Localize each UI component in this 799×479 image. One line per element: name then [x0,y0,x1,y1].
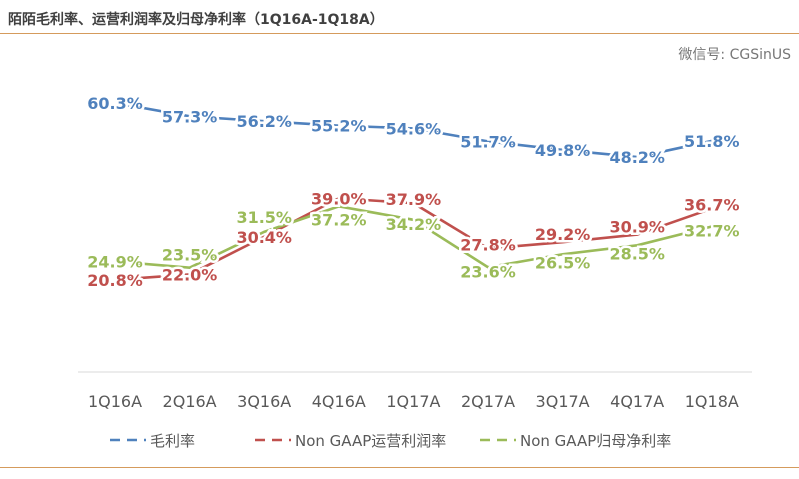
page-title: 陌陌毛利率、运营利润率及归母净利率（1Q16A-1Q18A） [8,12,384,28]
x-tick-label: 2Q17A [461,392,515,411]
data-label: 56.2% [236,112,292,131]
data-label: 37.9% [386,190,442,209]
data-label: 36.7% [684,196,740,215]
top-divider [0,33,799,34]
legend-label: Non GAAP归母净利率 [520,432,671,450]
x-tick-label: 3Q17A [536,392,590,411]
data-label: 32.7% [684,222,740,241]
data-label: 51.8% [684,132,740,151]
x-tick-label: 1Q16A [88,392,142,411]
data-label: 60.3% [87,94,143,113]
x-tick-label: 4Q17A [610,392,664,411]
data-label: 23.5% [162,246,218,265]
data-label: 29.2% [535,225,591,244]
data-label: 37.2% [311,210,367,229]
series-line [114,196,713,282]
data-label: 34.2% [386,215,442,234]
data-label: 57.3% [162,107,218,126]
data-label: 28.5% [609,244,665,263]
legend-label: Non GAAP运营利润率 [295,432,446,450]
bottom-divider [0,467,799,468]
series-line [114,101,713,159]
data-label: 26.5% [535,253,591,272]
data-label: 30.9% [609,218,665,237]
data-label: 30.4% [236,228,292,247]
data-label: 23.6% [460,262,516,281]
watermark: 微信号: CGSinUS [678,47,791,63]
x-tick-label: 1Q17A [386,392,440,411]
data-label: 24.9% [87,252,143,271]
x-tick-label: 2Q16A [163,392,217,411]
series-line [114,205,713,270]
data-label: 31.5% [236,208,292,227]
data-label: 48.2% [609,148,665,167]
data-label: 49.8% [535,141,591,160]
legend-label: 毛利率 [150,432,195,450]
data-label: 27.8% [460,235,516,254]
x-tick-label: 4Q16A [312,392,366,411]
data-label: 54.6% [386,119,442,138]
data-label: 39.0% [311,189,367,208]
data-label: 20.8% [87,271,143,290]
data-label: 22.0% [162,265,218,284]
data-label: 55.2% [311,117,367,136]
x-tick-label: 1Q18A [685,392,739,411]
x-tick-label: 3Q16A [237,392,291,411]
data-label: 51.7% [460,132,516,151]
